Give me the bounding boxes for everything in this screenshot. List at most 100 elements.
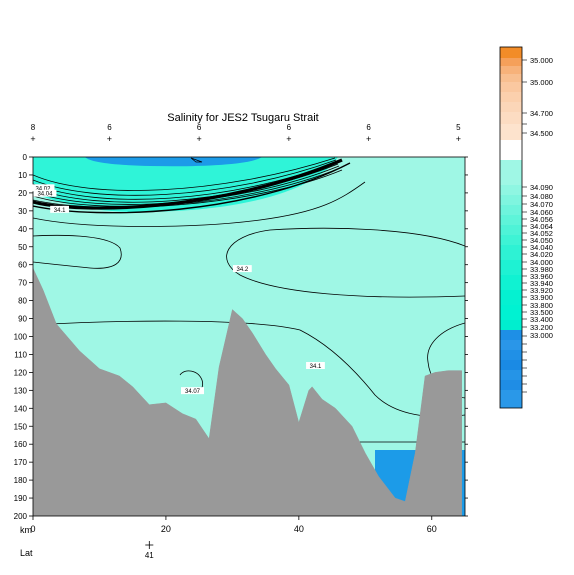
station-plus-top: +	[366, 134, 371, 144]
station-label: 6	[287, 123, 292, 132]
legend-swatch	[500, 112, 522, 124]
contour-label-bg	[31, 184, 55, 192]
lat-tick: 41	[145, 541, 154, 560]
legend-level-label: 33.200	[530, 323, 553, 332]
legend-swatch	[500, 260, 522, 275]
y-tick-label: 20	[18, 189, 27, 198]
legend-level-label: 34.090	[530, 183, 553, 192]
contour-label-bg	[306, 362, 325, 370]
lat-axis-label: Lat	[20, 548, 33, 558]
legend-swatch	[500, 390, 522, 408]
y-tick-label: 200	[14, 512, 28, 521]
y-tick-label: 80	[18, 297, 27, 306]
chart-title: Salinity for JES2 Tsugaru Strait	[167, 112, 318, 124]
contour-label: 34.02	[35, 186, 51, 192]
legend-swatch	[500, 305, 522, 320]
legend-level-label: 34.020	[530, 250, 553, 259]
station-plus-top: +	[197, 134, 202, 144]
legend-swatch	[500, 66, 522, 74]
x-tick-label: 60	[427, 524, 437, 534]
legend-swatch	[500, 47, 522, 58]
legend-swatch	[500, 160, 522, 185]
contour-label-bg	[33, 189, 57, 197]
contour-label-bg	[50, 205, 69, 213]
legend-swatch	[500, 380, 522, 390]
y-tick-label: 190	[14, 494, 28, 503]
legend-swatch	[500, 245, 522, 260]
x-axis-label: km	[20, 525, 32, 535]
legend-swatch	[500, 102, 522, 112]
legend-level-label: 35.000	[530, 56, 553, 65]
station-plus-top: +	[286, 134, 291, 144]
y-axis: 0 10 20 30 40 50 60 70 80 90 100 110 120 130 140 150 160…	[14, 153, 468, 521]
legend-swatch	[500, 82, 522, 92]
legend-swatch	[500, 360, 522, 370]
legend-swatch	[500, 195, 522, 205]
legend-frame	[499, 46, 523, 409]
contour-label: 34.1	[54, 208, 66, 214]
legend-level-label: 34.070	[530, 200, 553, 209]
y-tick-label: 30	[18, 207, 27, 216]
legend-swatch	[500, 215, 522, 225]
legend-level-label: 33.000	[530, 331, 553, 340]
station-label: 6	[366, 123, 371, 132]
lat-tick-label: 41	[145, 551, 154, 560]
y-tick-label: 130	[14, 386, 28, 395]
y-tick-label: 10	[18, 171, 27, 180]
y-tick-label: 150	[14, 422, 28, 431]
x-tick-label: 0	[30, 524, 35, 534]
x-tick-label: 40	[294, 524, 304, 534]
surface-fresh-water	[85, 157, 262, 167]
legend-level-label: 33.940	[530, 279, 553, 288]
legend-level-label: 33.800	[530, 301, 553, 310]
contour-label: 34.1	[310, 364, 322, 370]
y-tick-label: 120	[14, 368, 28, 377]
contour-label: 34.07	[185, 389, 201, 395]
legend-level-label: 34.064	[530, 222, 553, 231]
legend-level-label: 34.000	[530, 258, 553, 267]
y-tick-label: 170	[14, 458, 28, 467]
contour-label-bg	[232, 265, 252, 273]
legend-swatch	[500, 225, 522, 235]
legend-swatch	[500, 350, 522, 360]
legend-swatch	[500, 140, 522, 160]
legend-level-label: 34.500	[530, 129, 553, 138]
legend-level-label: 33.920	[530, 286, 553, 295]
color-legend: 35.00035.00034.70034.50034.09034.08034.0…	[499, 46, 553, 409]
legend-swatch	[500, 74, 522, 82]
y-tick-label: 90	[18, 315, 27, 324]
x-tick-label: 20	[161, 524, 171, 534]
legend-swatch	[500, 185, 522, 195]
station-plus-top: +	[30, 134, 35, 144]
legend-swatch	[500, 205, 522, 215]
legend-swatch	[500, 92, 522, 102]
legend-level-label: 34.080	[530, 192, 553, 201]
contour-label-bg	[181, 387, 205, 395]
legend-level-label: 34.052	[530, 229, 553, 238]
y-tick-label: 40	[18, 225, 27, 234]
legend-level-label: 33.900	[530, 293, 553, 302]
y-tick-label: 140	[14, 404, 28, 413]
y-tick-label: 70	[18, 279, 27, 288]
legend-swatch	[500, 330, 522, 340]
y-tick-label: 160	[14, 440, 28, 449]
legend-swatch	[500, 370, 522, 380]
station-plus-top: +	[107, 134, 112, 144]
station-label: 5	[456, 123, 461, 132]
legend-level-label: 34.050	[530, 236, 553, 245]
station-label: 6	[107, 123, 112, 132]
legend-swatch	[500, 124, 522, 140]
legend-level-label: 34.700	[530, 109, 553, 118]
y-tick-label: 100	[14, 333, 28, 342]
y-tick-label: 50	[18, 243, 27, 252]
x-axis: 0 20 40 60	[30, 516, 437, 534]
y-tick-label: 60	[18, 261, 27, 270]
legend-swatch	[500, 340, 522, 350]
bathymetry-land	[33, 268, 462, 516]
legend-swatch	[500, 58, 522, 66]
contour-label: 34.04	[37, 192, 53, 198]
legend-level-label: 33.400	[530, 315, 553, 324]
legend-swatch	[500, 290, 522, 305]
